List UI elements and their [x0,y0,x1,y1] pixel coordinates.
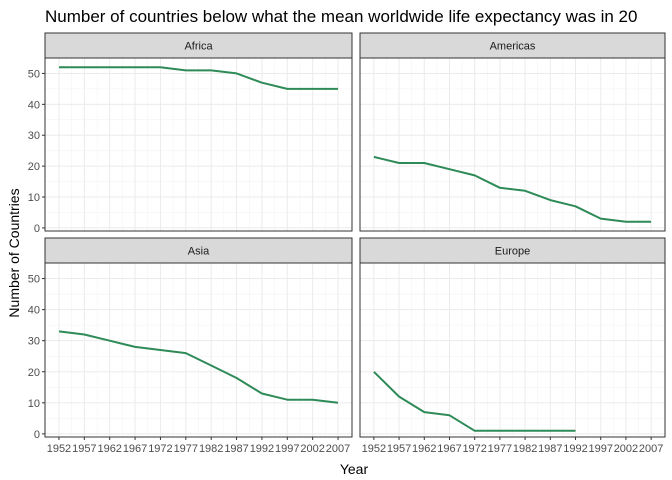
series-line-africa [59,66,338,90]
x-tick-label: 1957 [72,443,96,455]
x-tick-label: 2007 [639,443,663,455]
x-tick-label: 1962 [97,443,121,455]
facet-panel-americas: Americas [359,32,666,232]
x-tick-label: 1972 [462,443,486,455]
x-tick-label: 1982 [513,443,537,455]
x-tick-label: 1977 [488,443,512,455]
x-axis-title: Year [340,461,369,477]
x-tick-label: 2007 [326,443,350,455]
x-tick-label: 2002 [300,443,324,455]
y-tick-label: 30 [28,130,40,142]
x-tick-label: 1987 [224,443,248,455]
x-tick-label: 1967 [437,443,461,455]
x-tick-label: 1957 [387,443,411,455]
y-tick-label: 50 [28,274,40,286]
facet-panels: Africa Americas Asia Europe [44,32,666,438]
y-tick-label: 30 [28,336,40,348]
y-tick-label: 20 [28,367,40,379]
facet-strip [44,32,353,59]
x-tick-label: 1992 [250,443,274,455]
facet-label-africa: Africa [184,41,213,53]
x-tick-label: 1972 [148,443,172,455]
x-tick-label: 1952 [47,443,71,455]
x-tick-label: 1962 [412,443,436,455]
y-tick-label: 40 [28,99,40,111]
facet-panel-asia: Asia [44,237,353,438]
y-tick-label: 0 [34,223,40,235]
facet-label-asia: Asia [188,246,210,258]
facet-strip [44,237,353,264]
y-tick-label: 20 [28,161,40,173]
x-tick-label: 1997 [588,443,612,455]
x-tick-label: 2002 [614,443,638,455]
facet-label-europe: Europe [495,246,530,258]
x-tick-label: 1952 [362,443,386,455]
facet-panel-africa: Africa [44,32,353,232]
x-axis-ticks: 1952 1957 1962 1967 1972 1977 1982 1987 1992 1997… [47,437,663,455]
y-axis-title: Number of Countries [6,188,22,317]
y-tick-label: 10 [28,398,40,410]
y-tick-label: 50 [28,68,40,80]
x-tick-label: 1977 [174,443,198,455]
y-tick-label: 0 [34,429,40,441]
chart-title: Number of countries below what the mean … [45,7,637,26]
y-tick-label: 10 [28,192,40,204]
series-line-europe [373,371,576,432]
x-tick-label: 1992 [563,443,587,455]
series-line-asia [58,330,339,404]
series-line-americas [373,155,652,223]
facet-strip [359,237,666,264]
x-tick-label: 1997 [275,443,299,455]
facet-label-americas: Americas [490,41,536,53]
facet-strip [359,32,666,59]
y-axis-ticks: 0 10 20 30 40 50 0 10 20 30 40 50 [28,68,45,441]
x-tick-label: 1982 [199,443,223,455]
facet-panel-europe: Europe [359,237,666,438]
y-tick-label: 40 [28,305,40,317]
x-tick-label: 1967 [123,443,147,455]
x-tick-label: 1987 [538,443,562,455]
